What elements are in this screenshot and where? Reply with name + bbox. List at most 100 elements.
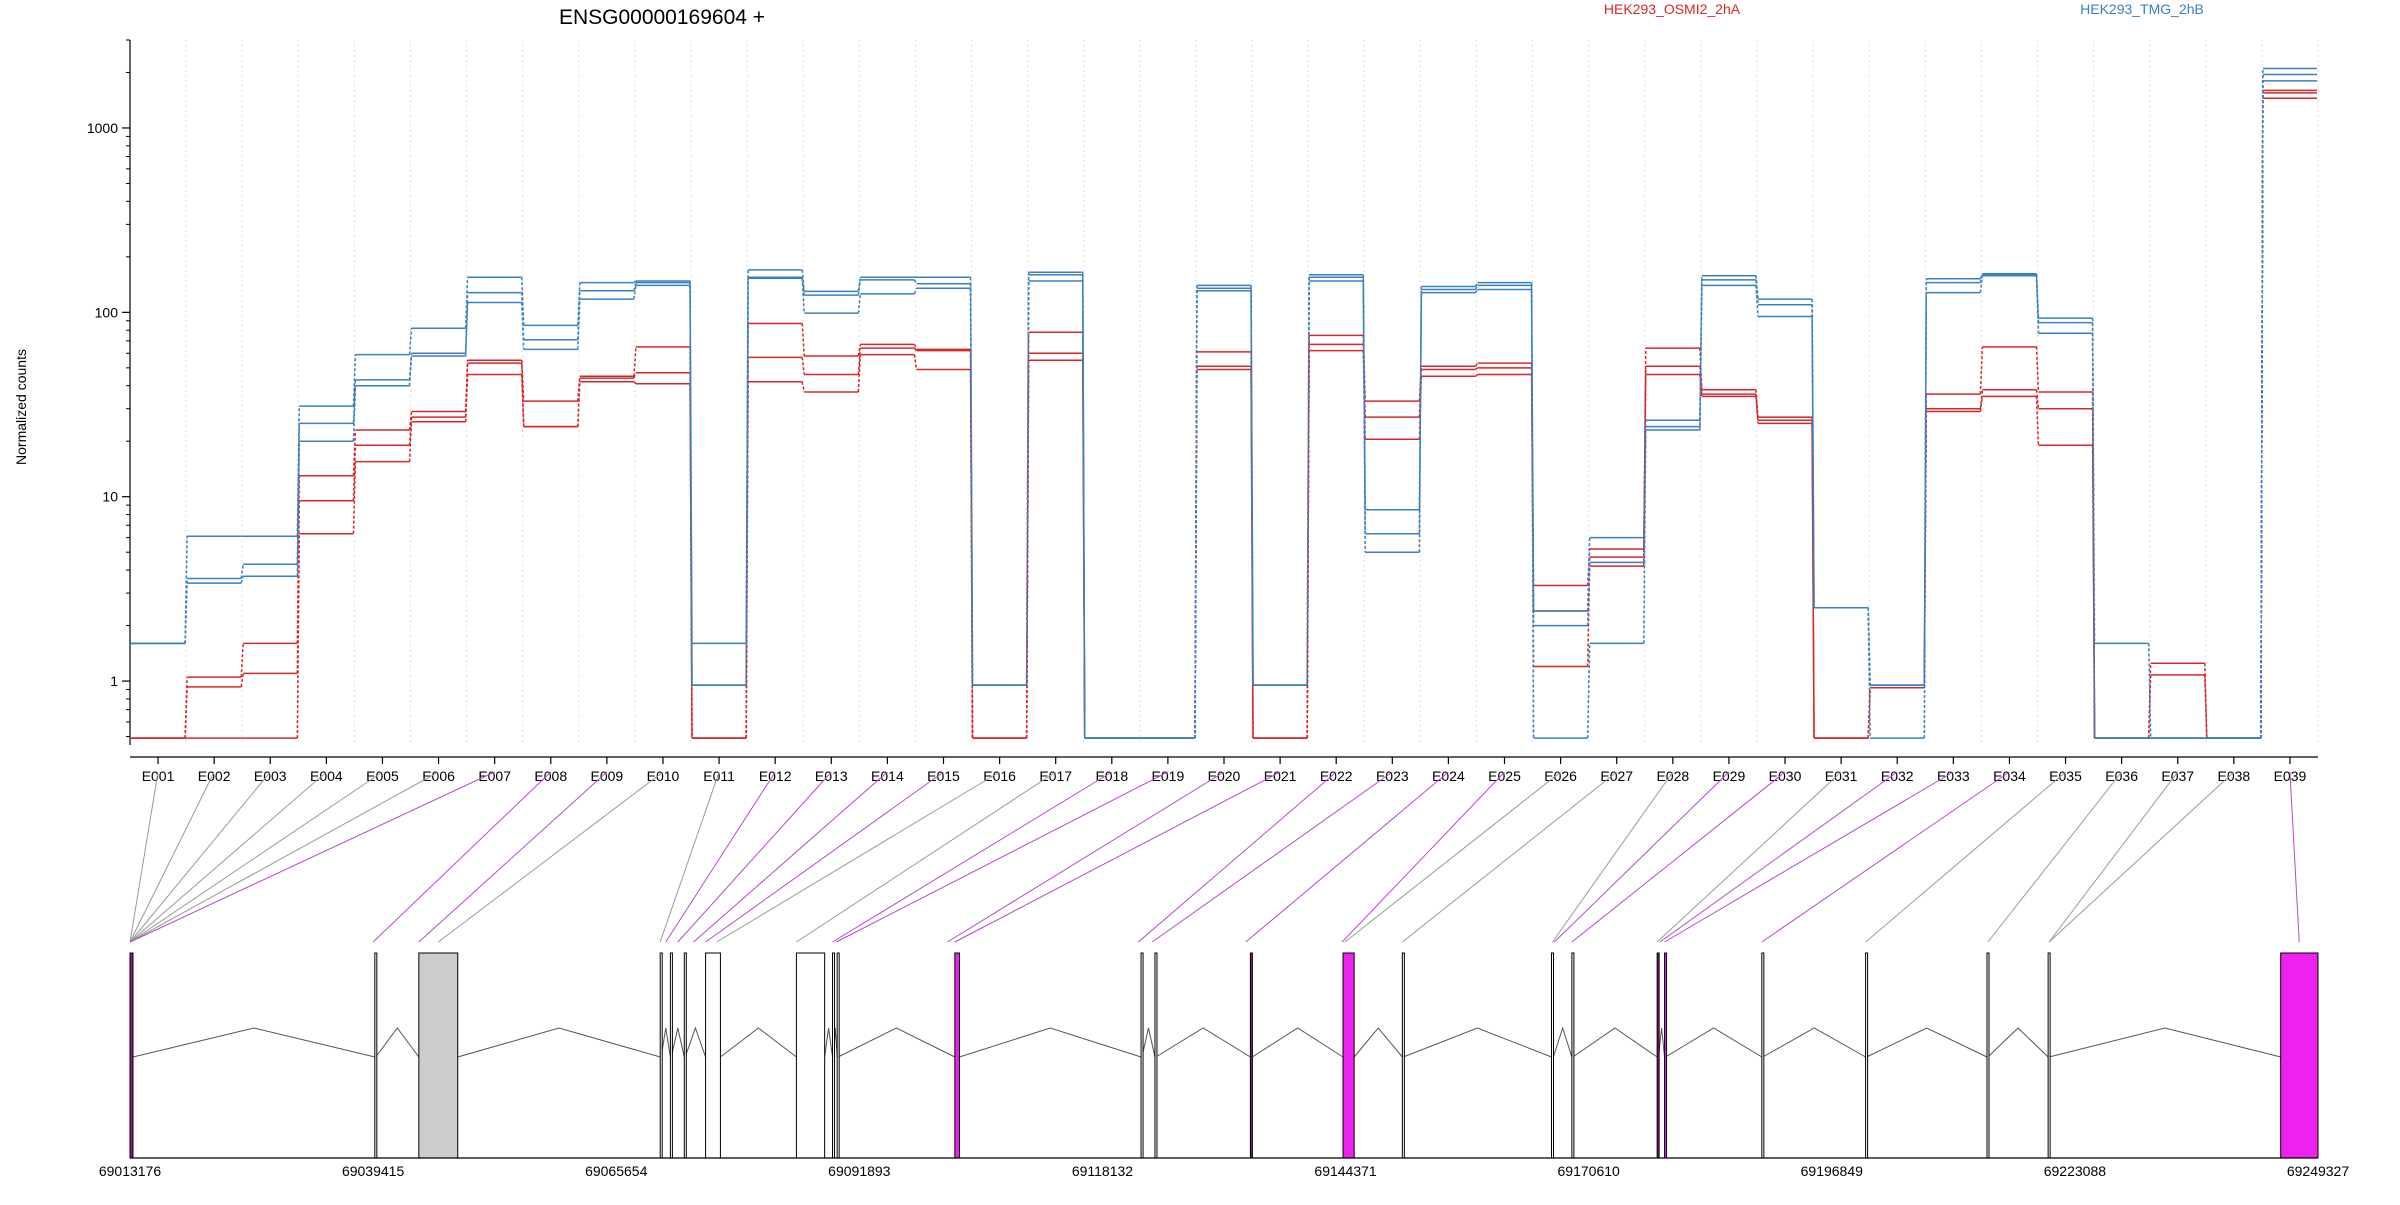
series-connector xyxy=(857,293,862,314)
series-connector xyxy=(1923,292,1928,739)
intron xyxy=(1403,1027,1552,1058)
x-tick-label: E001 xyxy=(142,768,175,784)
series-connector xyxy=(2035,389,2040,409)
x-tick-label: E018 xyxy=(1095,768,1128,784)
intron xyxy=(959,1027,1142,1058)
x-tick-label: E025 xyxy=(1488,768,1521,784)
x-tick-label: E013 xyxy=(815,768,848,784)
exon-link xyxy=(1151,771,1393,943)
series-connector xyxy=(2091,445,2096,739)
x-tick-label: E023 xyxy=(1376,768,1409,784)
x-tick-label: E020 xyxy=(1208,768,1241,784)
exon-box-e007 xyxy=(705,952,721,1159)
x-tick-label: E037 xyxy=(2161,768,2194,784)
exon-box-e020 xyxy=(1664,952,1668,1159)
series-connector xyxy=(352,354,357,407)
gene-model xyxy=(129,952,2319,1159)
y-tick-label: 1000 xyxy=(87,120,118,136)
x-tick-label: E019 xyxy=(1152,768,1185,784)
series-connector xyxy=(913,288,918,295)
series-connector xyxy=(633,280,637,284)
coord-tick-label: 69013176 xyxy=(99,1163,162,1179)
exon-link xyxy=(1987,771,2123,943)
series-connector xyxy=(520,374,525,427)
series-connector xyxy=(1979,346,1984,395)
x-tick-label: E014 xyxy=(871,768,904,784)
series-connector xyxy=(240,564,244,579)
intron xyxy=(824,1027,834,1058)
series-connector xyxy=(913,279,918,285)
series-connector xyxy=(352,379,357,424)
exon-link xyxy=(2048,771,2179,943)
exon-link xyxy=(796,771,1056,943)
series-HEK293_TMG_2hB xyxy=(131,73,2317,739)
coord-tick-label: 69091893 xyxy=(828,1163,891,1179)
series-connector xyxy=(1362,280,1367,553)
exon-link xyxy=(418,771,608,943)
x-tick-label: E017 xyxy=(1039,768,1072,784)
series-connector xyxy=(1081,280,1086,739)
series-connector xyxy=(577,299,581,350)
intron xyxy=(1572,1027,1658,1058)
legend-entry-tmg: HEK293_TMG_2hB xyxy=(2080,1,2204,17)
series-connector xyxy=(1755,396,1759,424)
exon-link xyxy=(129,771,439,943)
exon-box-e003 xyxy=(418,952,459,1159)
series-connector xyxy=(296,441,301,577)
series-connector xyxy=(913,347,918,352)
intron xyxy=(1552,1026,1573,1058)
x-tick-label: E034 xyxy=(1993,768,2026,784)
x-tick-label: E021 xyxy=(1264,768,1297,784)
series-connector xyxy=(2147,674,2152,739)
series-connector xyxy=(1474,373,1478,377)
y-tick-label: 10 xyxy=(102,489,118,505)
series-connector xyxy=(1025,280,1030,686)
exon-link xyxy=(1553,771,1730,943)
series-connector xyxy=(184,686,188,739)
series-connector xyxy=(240,673,244,687)
exon-link xyxy=(2289,771,2300,943)
exon-link xyxy=(677,771,832,943)
series-HEK293_OSMI2_2hA xyxy=(131,97,2317,739)
exon-link xyxy=(693,771,888,943)
series-connector xyxy=(1811,316,1815,608)
exon-box-e004 xyxy=(659,952,663,1159)
exon-box-e024 xyxy=(2047,952,2051,1159)
x-tick-label: E024 xyxy=(1432,768,1465,784)
x-tick-label: E005 xyxy=(366,768,399,784)
series-connector xyxy=(2035,396,2040,446)
series-connector xyxy=(1699,285,1703,431)
x-tick-label: E035 xyxy=(2049,768,2082,784)
series-connector xyxy=(633,285,637,300)
coord-tick-label: 69170610 xyxy=(1558,1163,1621,1179)
series-connector xyxy=(240,576,244,584)
series-connector xyxy=(857,354,862,392)
exon-box-e016 xyxy=(1401,952,1405,1159)
series-connector xyxy=(801,381,805,393)
exon-link xyxy=(129,771,271,943)
x-tick-label: E038 xyxy=(2217,768,2250,784)
exon-link xyxy=(1245,771,1449,943)
series-connector xyxy=(2091,333,2096,739)
legend-entry-osmi2: HEK293_OSMI2_2hA xyxy=(1604,1,1741,17)
series-connector xyxy=(1811,423,1815,739)
series-connector xyxy=(352,461,357,534)
exon-link xyxy=(836,771,1169,943)
exon-link xyxy=(1552,771,1674,943)
series-connector xyxy=(296,533,301,739)
series-connector xyxy=(913,354,918,370)
series-connector xyxy=(1025,360,1030,739)
series-connector xyxy=(464,302,469,356)
intron xyxy=(1866,1027,1988,1058)
x-tick-label: E032 xyxy=(1881,768,1914,784)
exon-link xyxy=(832,771,1113,943)
y-tick-label: 100 xyxy=(95,304,119,320)
series-connector xyxy=(520,292,525,340)
exon-link xyxy=(1865,771,2066,943)
coord-tick-label: 69118132 xyxy=(1072,1163,1133,1179)
series-connector xyxy=(633,282,637,291)
series-connector xyxy=(1586,562,1591,626)
exon-box-e013 xyxy=(1154,952,1158,1159)
coord-tick-label: 69144371 xyxy=(1314,1163,1377,1179)
